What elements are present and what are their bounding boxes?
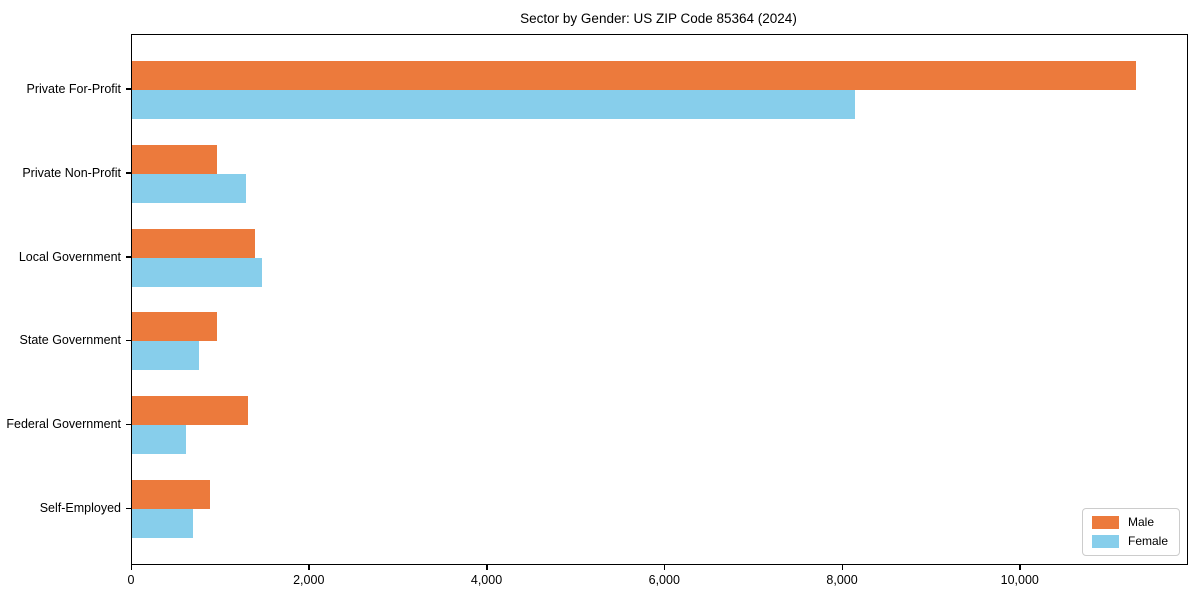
chart-title: Sector by Gender: US ZIP Code 85364 (202… [520, 11, 797, 26]
legend-label-male: Male [1127, 515, 1154, 529]
y-tick-label: Local Government [18, 249, 121, 264]
legend-entry-male: Male [1091, 515, 1168, 529]
bar-female-5 [132, 509, 194, 539]
y-tick [126, 507, 131, 510]
x-tick-label: 10,000 [1000, 573, 1039, 587]
female-color-swatch [1091, 535, 1119, 548]
bar-male-3 [132, 312, 218, 342]
bar-male-0 [132, 60, 1137, 90]
bar-female-1 [132, 173, 246, 203]
x-tick [841, 564, 844, 570]
legend-entry-female: Female [1091, 534, 1168, 548]
y-tick [126, 423, 131, 426]
y-tick [126, 256, 131, 258]
bar-female-0 [132, 89, 855, 119]
x-tick [486, 564, 488, 570]
x-tick-label: 8,000 [826, 573, 858, 587]
bar-female-2 [132, 257, 262, 287]
y-tick-label: Private Non-Profit [22, 165, 121, 180]
x-tick-label: 6,000 [648, 573, 680, 587]
bar-male-4 [132, 396, 249, 426]
x-tick-label: 4,000 [470, 573, 503, 587]
bar-male-2 [132, 228, 255, 258]
y-tick-label: State Government [19, 333, 121, 348]
bar-male-1 [132, 144, 218, 174]
y-tick-label: Federal Government [6, 417, 121, 432]
y-tick [126, 88, 131, 90]
x-tick-label: 0 [127, 573, 135, 587]
x-tick [663, 564, 666, 570]
bar-female-4 [132, 425, 187, 455]
legend-label-female: Female [1127, 534, 1168, 548]
legend: Male Female [1081, 508, 1180, 556]
male-color-swatch [1091, 516, 1119, 529]
x-tick [308, 564, 310, 570]
x-tick [1019, 564, 1021, 570]
bar-male-5 [132, 480, 211, 510]
bar-female-3 [132, 341, 199, 371]
y-tick [126, 172, 131, 174]
y-tick [126, 339, 131, 342]
y-tick-label: Private For-Profit [26, 81, 121, 96]
y-tick-label: Self-Employed [39, 501, 121, 516]
x-tick-label: 2,000 [293, 573, 325, 587]
x-tick [130, 564, 132, 570]
plot-area: Male Female [131, 34, 1188, 565]
